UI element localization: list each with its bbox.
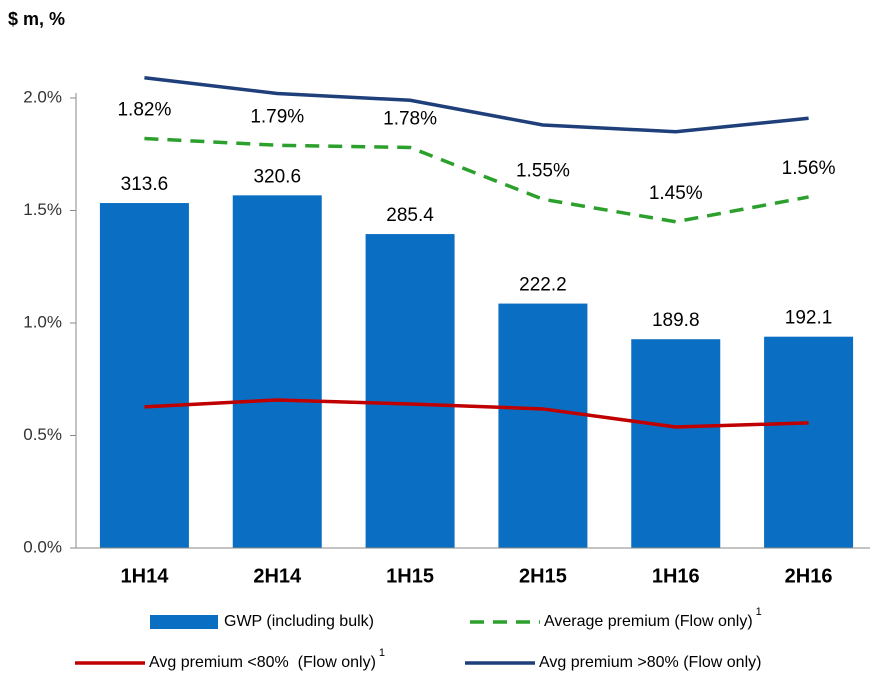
legend-label: Avg premium <80% (Flow only) — [149, 654, 376, 671]
y-tick-label: 1.5% — [23, 200, 62, 219]
x-tick-label: 1H16 — [652, 565, 700, 587]
bar-value-label: 189.8 — [652, 310, 700, 331]
line-value-label: 1.79% — [250, 106, 304, 127]
x-tick-label: 2H15 — [519, 565, 567, 587]
line — [144, 76, 809, 134]
legend-label: Avg premium >80% (Flow only) — [539, 654, 761, 671]
bar-value-label: 313.6 — [121, 174, 169, 195]
y-tick-label: 0.0% — [23, 537, 62, 556]
bar-value-label: 320.6 — [253, 166, 301, 187]
legend-swatch — [150, 615, 218, 629]
x-tick-label: 1H14 — [121, 565, 170, 587]
bar — [232, 195, 322, 548]
bar-value-label: 222.2 — [519, 275, 567, 296]
y-tick-label: 1.0% — [23, 312, 62, 331]
x-tick-label: 2H14 — [253, 565, 302, 587]
bar-value-label: 285.4 — [386, 205, 434, 226]
line-value-label: 1.55% — [516, 160, 570, 181]
bar — [498, 303, 588, 548]
x-tick-label: 1H15 — [386, 565, 434, 587]
line-value-label: 1.78% — [383, 109, 437, 130]
bar — [631, 339, 721, 548]
legend-label: GWP (including bulk) — [224, 613, 374, 630]
y-tick-label: 0.5% — [23, 425, 62, 444]
bar — [99, 203, 189, 549]
y-tick-label: 2.0% — [23, 87, 62, 106]
x-tick-label: 2H16 — [785, 565, 833, 587]
bar — [365, 234, 455, 548]
bar — [764, 336, 854, 548]
legend-superscript: 1 — [756, 606, 762, 618]
legend-superscript: 1 — [379, 647, 385, 659]
line-value-label: 1.45% — [649, 183, 703, 204]
line-value-label: 1.82% — [117, 100, 171, 121]
line — [144, 136, 809, 224]
line-value-label: 1.56% — [782, 158, 836, 179]
bar-value-label: 192.1 — [785, 308, 833, 329]
legend-label: Average premium (Flow only) — [544, 613, 753, 630]
line — [144, 398, 809, 429]
unit-label: $ m, % — [8, 9, 65, 29]
